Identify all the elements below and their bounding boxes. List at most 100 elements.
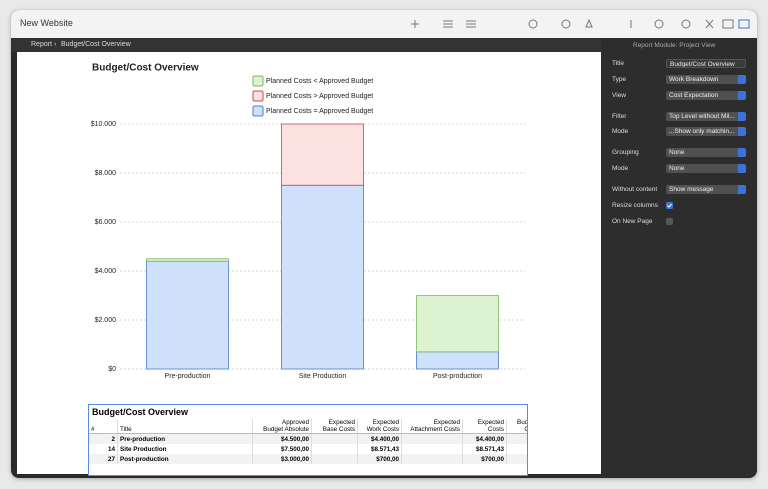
inspector-panel: Report Module: Project View Title Budget/…: [601, 38, 757, 478]
header-line: Attachment Costs: [410, 426, 460, 433]
column-header: Expected Attachment Costs: [401, 419, 463, 434]
table-cell: -$1.071,43: [506, 444, 527, 454]
cell-text: 2: [111, 435, 115, 443]
table-cell: $8.571,43: [357, 444, 402, 454]
popup-button[interactable]: None: [666, 148, 746, 157]
breadcrumb-bar: Report › Budget/Cost Overview: [11, 38, 601, 52]
cell-text: $3.000,00: [280, 455, 309, 463]
header-line: Base Costs: [322, 426, 355, 433]
header-line: Costs: [487, 426, 504, 433]
table-cell: $8.571,43: [462, 444, 507, 454]
table-cell: [401, 444, 463, 454]
field-label: Title: [612, 60, 625, 67]
field-label: On New Page: [612, 218, 653, 225]
popup-stepper: [738, 148, 746, 157]
cell-text: $4.500,00: [280, 435, 309, 443]
table-cell: [311, 433, 358, 444]
field-label: Grouping: [612, 149, 639, 156]
table-cell: $4.400,00: [357, 433, 402, 444]
table-cell: [401, 433, 463, 444]
table-cell: $3.000,00: [252, 454, 312, 464]
control-value: ...Show only matchin...: [669, 128, 735, 135]
control-value: Work Breakdown: [669, 76, 719, 83]
column-header: Expected Costs: [462, 419, 507, 434]
data-table: Budget/Cost Overview # Title Approved Budge…: [88, 404, 528, 476]
column-header: Expected Base Costs: [311, 419, 358, 434]
table-cell: Site Production: [117, 444, 253, 454]
popup-button[interactable]: Show message: [666, 185, 746, 194]
header-row: # Title Approved Budget Absolute Expected Bas…: [89, 419, 527, 434]
table-cell: [311, 454, 358, 464]
header-line: Work Costs: [366, 426, 399, 433]
cell-text: Post-production: [120, 455, 169, 463]
field-label: Type: [612, 76, 627, 83]
table-row: 27 Post-production $3.000,00 $700,00 $700,00…: [89, 454, 527, 464]
inspector-header: Report Module: Project View: [633, 42, 716, 49]
table-cell: [401, 454, 463, 464]
popup-stepper: [738, 127, 746, 136]
popup-stepper: [738, 75, 746, 84]
table-row: 14 Site Production $7.500,00 $8.571,43 $8.57…: [89, 444, 527, 454]
column-header: Expected Work Costs: [357, 419, 402, 434]
control-value: Cost Expectation: [669, 92, 719, 99]
table-cell: $4.500,00: [252, 433, 312, 444]
checkbox[interactable]: [666, 202, 673, 209]
cell-text: $8.571,43: [370, 445, 399, 453]
breadcrumb-item[interactable]: Report: [31, 41, 53, 48]
header-line: Title: [120, 426, 132, 433]
popup-button[interactable]: None: [666, 164, 746, 173]
table-cell: Post-production: [117, 454, 253, 464]
table-cell: Pre-production: [117, 433, 253, 444]
column-header: Approved Budget Absolute: [252, 419, 312, 434]
table-title: Budget/Cost Overview: [92, 407, 189, 417]
table-cell: 14: [89, 444, 118, 454]
popup-button[interactable]: Cost Expectation: [666, 91, 746, 100]
window-title: New Website: [20, 18, 73, 28]
header-line: Approved: [282, 419, 309, 426]
popup-stepper: [738, 112, 746, 121]
table: # Title Approved Budget Absolute Expected Bas…: [89, 419, 527, 464]
header-line: Expected: [372, 419, 399, 426]
table-cell: $4.400,00: [462, 433, 507, 444]
popup-stepper: [738, 91, 746, 100]
table-cell: [311, 444, 358, 454]
checkbox[interactable]: [666, 218, 673, 225]
popup-button[interactable]: Top Level without Mil...: [666, 112, 746, 121]
cell-text: $4.400,00: [475, 435, 504, 443]
header-line: Expected: [328, 419, 355, 426]
text-field[interactable]: Budget/Cost Overview: [666, 59, 746, 68]
popup-button[interactable]: Work Breakdown: [666, 75, 746, 84]
breadcrumb-item[interactable]: Budget/Cost Overview: [61, 41, 131, 48]
popup-button[interactable]: ...Show only matchin...: [666, 127, 746, 136]
toolbar-icons[interactable]: [401, 17, 751, 31]
cell-text: $4.400,00: [370, 435, 399, 443]
header-line: Budget Absolute: [263, 426, 309, 433]
field-label: View: [612, 92, 626, 99]
popup-stepper: [738, 185, 746, 194]
header-line: #: [91, 426, 95, 433]
cell-text: 14: [107, 445, 115, 453]
cell-text: $7.500,00: [280, 445, 309, 453]
table-cell: $7.500,00: [252, 444, 312, 454]
header-line: Expected: [477, 419, 504, 426]
cell-text: 27: [107, 455, 115, 463]
field-label: Mode: [612, 128, 629, 135]
table-cell: $100,00: [506, 433, 527, 444]
cell-text: $700,00: [376, 455, 399, 463]
field-label: Resize columns: [612, 202, 658, 209]
title-bar: New Website: [11, 10, 757, 39]
cell-text: Site Production: [120, 445, 167, 453]
table-cell: 2: [89, 433, 118, 444]
cell-text: $8.571,43: [475, 445, 504, 453]
header-line: Expected: [433, 419, 460, 426]
header-line: Costs Balance: [524, 426, 527, 433]
field-label: Without content: [612, 186, 658, 193]
table-row: 2 Pre-production $4.500,00 $4.400,00 $4.400,…: [89, 433, 527, 444]
field-label: Filter: [612, 113, 627, 120]
control-value: None: [669, 165, 685, 172]
control-value: Budget/Cost Overview: [670, 61, 735, 68]
popup-stepper: [738, 164, 746, 173]
table-cell: $700,00: [462, 454, 507, 464]
